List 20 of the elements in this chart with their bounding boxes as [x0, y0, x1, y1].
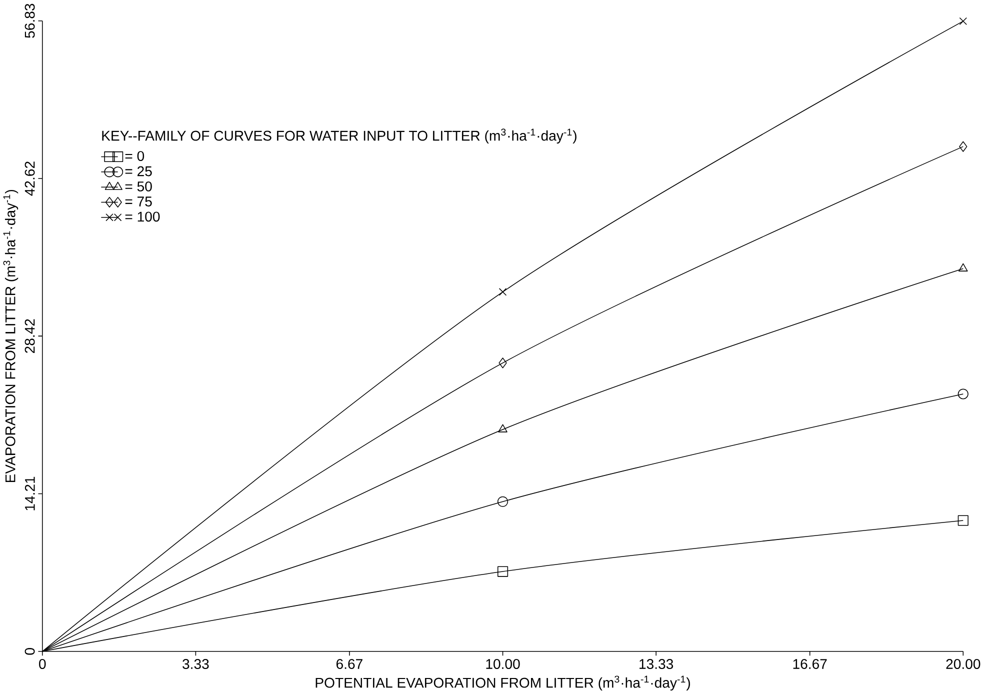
- legend-title: KEY--FAMILY OF CURVES FOR WATER INPUT TO LITTER (m$^{3}$·ha$^{-1}$·day$^{-1}$): [102, 128, 576, 144]
- x-tick-label: 0: [39, 659, 46, 670]
- legend-label: = 100: [125, 212, 160, 222]
- y-tick-label: 28.42: [24, 319, 35, 354]
- x-tick-label: 10.00: [486, 659, 520, 670]
- x-tick-label: 3.33: [182, 659, 209, 670]
- x-tick-label: 16.67: [793, 659, 827, 670]
- y-tick-label: 0: [24, 648, 35, 655]
- y-axis-title: EVAPORATION FROM LITTER (m$^{3}$·ha$^{-1}$·day$^{-1}$): [3, 190, 18, 482]
- y-tick-label: 42.62: [24, 162, 35, 196]
- legend-label: = 75: [125, 196, 152, 207]
- x-axis-title: POTENTIAL EVAPORATION FROM LITTER (m$^{3}$·ha$^{-1}$·day$^{-1}$): [316, 676, 690, 691]
- legend-label: = 50: [125, 182, 152, 192]
- x-tick-label: 13.33: [640, 659, 674, 670]
- x-tick-label: 20.00: [946, 659, 980, 670]
- legend-label: = 0: [125, 151, 144, 162]
- x-tick-label: 6.67: [336, 659, 362, 670]
- legend-label: = 25: [125, 166, 152, 176]
- y-tick-label: 14.21: [24, 476, 35, 510]
- y-tick-label: 56.83: [24, 4, 35, 38]
